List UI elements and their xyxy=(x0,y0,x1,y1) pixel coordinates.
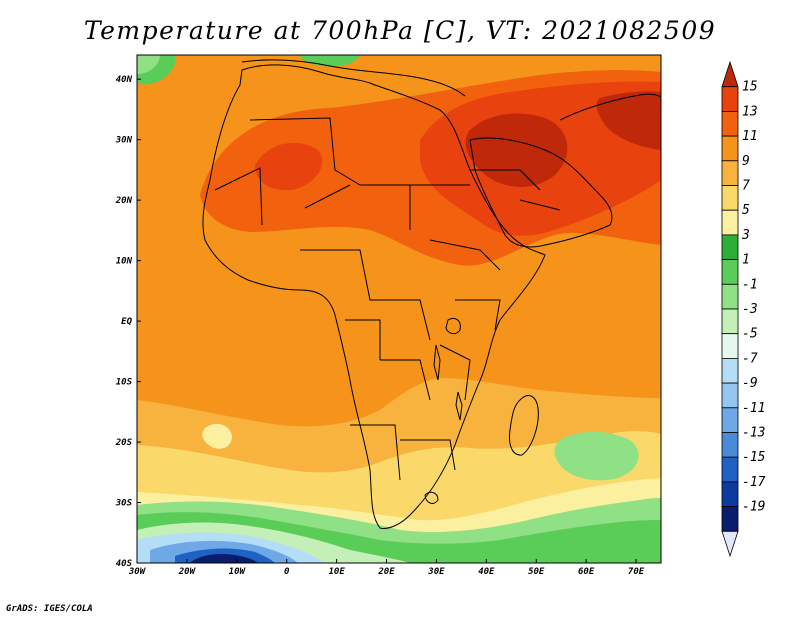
lon-tick-label: 40E xyxy=(478,567,495,577)
lat-tick-label: 20N xyxy=(115,196,133,206)
colorbar-top-arrow xyxy=(721,60,739,88)
border-arabia xyxy=(470,169,561,211)
colorbar-label: -17 xyxy=(742,475,766,490)
colorbar-label: -7 xyxy=(742,351,758,366)
colorbar-label: 9 xyxy=(742,154,750,169)
lat-tick-label: 30S xyxy=(115,499,133,509)
lake-tanganyika xyxy=(433,344,441,381)
lat-tick-label: 20S xyxy=(115,438,133,448)
mediterranean-coastline xyxy=(241,59,466,97)
lat-tick-label: 10S xyxy=(116,378,133,388)
field-band-indian-ocean-cool xyxy=(554,431,639,481)
colorbar-label: -1 xyxy=(742,277,758,292)
map-frame xyxy=(136,54,662,564)
colorbar-swatch xyxy=(721,259,739,285)
lon-tick-label: 10E xyxy=(328,567,345,577)
border-east-africa xyxy=(429,239,501,401)
lat-tick-label: 30N xyxy=(115,136,133,146)
lon-tick-label: 10W xyxy=(229,567,247,577)
lon-tick-label: 0 xyxy=(284,567,290,577)
lat-tick-label: EQ xyxy=(121,317,132,327)
colorbar-swatch xyxy=(721,234,739,260)
colorbar-swatch xyxy=(721,333,739,359)
colorbar-label: 3 xyxy=(741,228,750,243)
colorbar-swatch xyxy=(721,209,739,236)
lake-victoria xyxy=(445,317,461,335)
colorbar-label: -3 xyxy=(742,302,758,317)
colorbar-swatch xyxy=(721,481,739,507)
madagascar-coastline xyxy=(509,395,539,456)
lake-malawi xyxy=(455,391,463,421)
colorbar-swatch xyxy=(721,185,739,211)
colorbar-label: 15 xyxy=(742,80,758,95)
colorbar-swatch xyxy=(721,160,739,186)
colorbar: 15 13 11 9 7 5 3 1 -1 -3 -5 -7 -9 -11 -13 -15 -17 -19 xyxy=(721,60,766,558)
lon-tick-label: 20E xyxy=(377,567,395,577)
field-band-13-15-west xyxy=(255,142,323,191)
border-sahel xyxy=(214,167,470,226)
temperature-field xyxy=(137,55,661,563)
axis-ticks: 30W 20W 10W 0 10E 20E 30E 40E 50E 60E 70E 40N 30N 20N… xyxy=(115,75,645,577)
lon-tick-label: 30E xyxy=(427,567,445,577)
colorbar-bottom-arrow xyxy=(721,530,739,558)
border-central-africa xyxy=(300,249,456,481)
colorbar-label: -19 xyxy=(742,500,765,515)
colorbar-swatch xyxy=(721,111,739,137)
colorbar-label: -13 xyxy=(742,426,765,441)
colorbar-swatch xyxy=(721,283,739,310)
coastlines xyxy=(202,59,661,529)
colorbar-label: -9 xyxy=(742,376,758,391)
colorbar-label: -15 xyxy=(742,450,766,465)
arabia-coastline xyxy=(469,137,613,248)
colorbar-swatch xyxy=(721,407,739,433)
colorbar-label: -5 xyxy=(742,327,758,342)
lon-tick-label: 60E xyxy=(578,567,595,577)
colorbar-label: 1 xyxy=(742,253,750,268)
colorbar-label: -11 xyxy=(742,401,765,416)
colorbar-swatch xyxy=(721,456,739,483)
map-title: Temperature at 700hPa [C], VT: 202108250… xyxy=(83,16,717,45)
lat-tick-label: 40S xyxy=(116,559,133,569)
field-band-atlantic-cool xyxy=(202,423,232,449)
lesotho-outline xyxy=(424,491,439,504)
colorbar-swatch xyxy=(721,135,739,162)
lon-tick-label: 70E xyxy=(628,567,645,577)
field-band-15-plus-east xyxy=(596,91,661,150)
colorbar-swatch xyxy=(721,86,739,112)
lon-tick-label: 30W xyxy=(128,567,147,577)
colorbar-swatch xyxy=(721,357,739,384)
colorbar-label: 11 xyxy=(742,129,758,144)
lat-tick-label: 10N xyxy=(116,257,133,267)
colorbar-swatch xyxy=(721,308,739,335)
colorbar-label: 7 xyxy=(742,179,750,194)
field-band-neg17 xyxy=(190,554,258,563)
africa-coastline xyxy=(202,64,546,529)
colorbar-swatch xyxy=(721,432,739,458)
field-band-15-plus xyxy=(465,113,568,187)
border-north-africa xyxy=(249,117,411,230)
lat-tick-label: 40N xyxy=(116,75,133,85)
colorbar-swatch xyxy=(721,506,739,532)
field-band-northwest-cool-inner xyxy=(137,55,160,74)
lon-tick-label: 20W xyxy=(178,567,197,577)
colorbar-label: 13 xyxy=(742,104,758,119)
credit-text: GrADS: IGES/COLA xyxy=(6,604,93,614)
colorbar-swatch xyxy=(721,382,739,409)
lon-tick-label: 50E xyxy=(528,567,545,577)
colorbar-label: 5 xyxy=(742,203,750,218)
iran-coastline xyxy=(559,93,661,121)
